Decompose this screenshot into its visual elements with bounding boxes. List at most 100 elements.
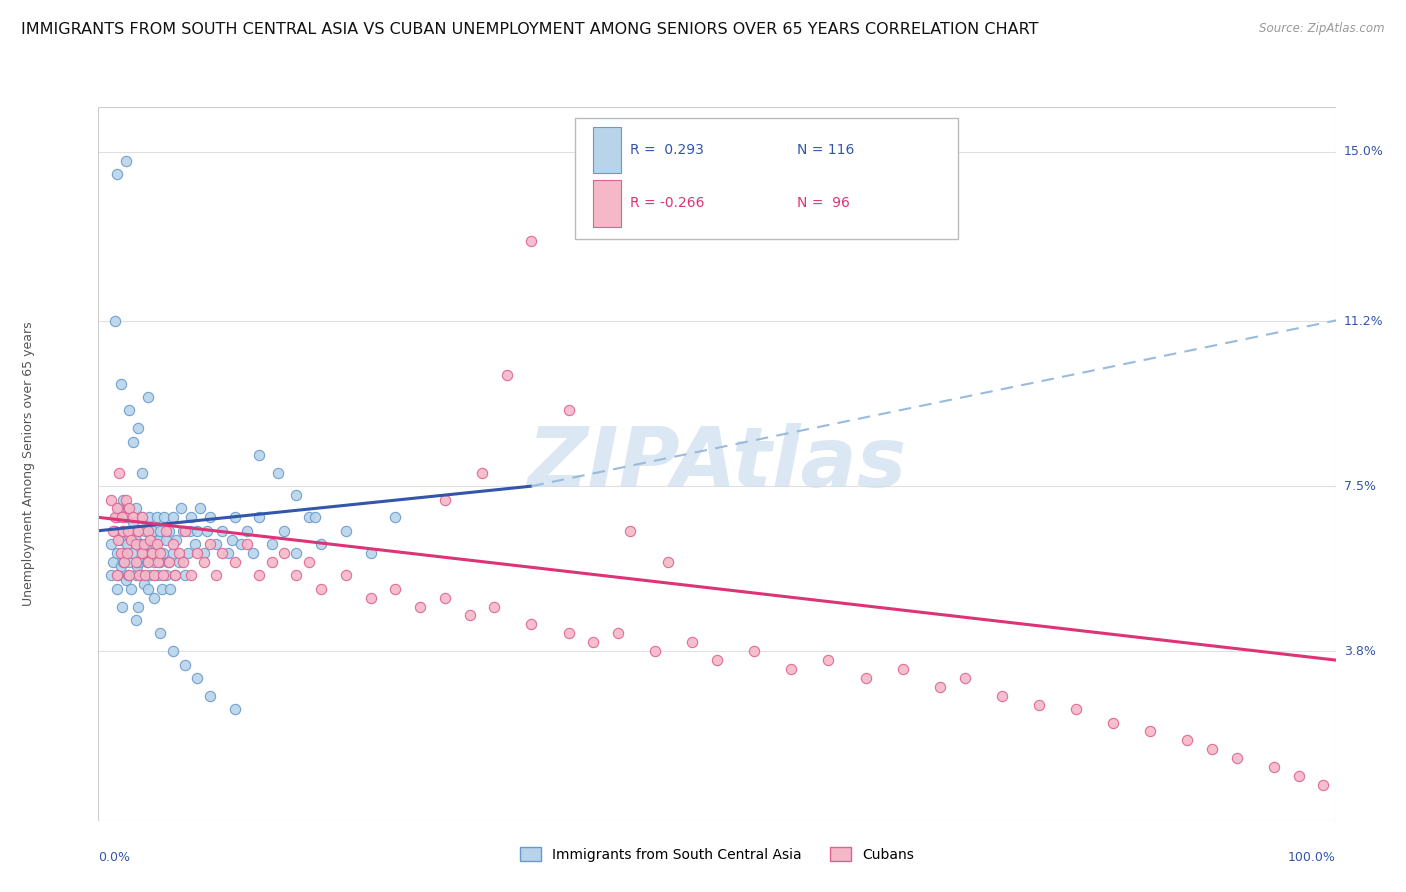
Point	[124, 568, 146, 582]
Text: N =  96: N = 96	[797, 196, 851, 211]
Point	[110, 376, 132, 391]
Point	[134, 568, 156, 582]
Point	[103, 524, 125, 538]
Point	[1028, 698, 1050, 712]
Point	[193, 546, 215, 560]
Point	[103, 510, 125, 524]
Point	[103, 314, 125, 328]
Point	[110, 559, 132, 574]
Text: ZIPAtlas: ZIPAtlas	[527, 424, 907, 504]
Point	[1139, 724, 1161, 739]
Point	[607, 626, 630, 640]
Point	[162, 510, 184, 524]
Point	[309, 537, 332, 551]
Point	[131, 546, 153, 560]
Point	[193, 555, 215, 569]
Point	[1201, 742, 1223, 756]
Point	[224, 510, 246, 524]
Point	[112, 555, 135, 569]
Point	[162, 537, 184, 551]
Point	[471, 466, 494, 480]
Point	[136, 555, 159, 569]
Point	[142, 524, 165, 538]
Point	[114, 492, 136, 507]
Point	[125, 559, 148, 574]
Point	[149, 555, 172, 569]
Point	[108, 466, 131, 480]
Point	[100, 492, 122, 507]
Point	[111, 599, 134, 614]
Point	[135, 555, 157, 569]
Point	[157, 524, 180, 538]
Point	[107, 568, 129, 582]
Point	[409, 599, 432, 614]
FancyBboxPatch shape	[593, 127, 620, 173]
Point	[198, 537, 221, 551]
Point	[657, 555, 679, 569]
Point	[167, 546, 190, 560]
Point	[100, 568, 122, 582]
Point	[136, 537, 159, 551]
Point	[1175, 733, 1198, 747]
Point	[145, 537, 167, 551]
Point	[136, 390, 159, 404]
Point	[134, 524, 156, 538]
Point	[830, 198, 852, 212]
Point	[260, 537, 283, 551]
Point	[285, 546, 308, 560]
Point	[247, 510, 270, 524]
Point	[224, 702, 246, 716]
Point	[1102, 715, 1125, 730]
Point	[162, 546, 184, 560]
Point	[143, 568, 166, 582]
Point	[152, 546, 174, 560]
Text: Source: ZipAtlas.com: Source: ZipAtlas.com	[1260, 22, 1385, 36]
Point	[131, 510, 153, 524]
Point	[114, 153, 136, 168]
Point	[236, 524, 259, 538]
Point	[184, 537, 207, 551]
Point	[953, 671, 976, 685]
Point	[134, 537, 156, 551]
Point	[149, 546, 172, 560]
Point	[143, 555, 166, 569]
Point	[176, 546, 198, 560]
Text: 100.0%: 100.0%	[1288, 851, 1336, 864]
Point	[103, 555, 125, 569]
Point	[155, 568, 177, 582]
Point	[817, 653, 839, 667]
Point	[205, 537, 228, 551]
Point	[990, 689, 1012, 703]
Point	[136, 582, 159, 596]
Point	[149, 524, 172, 538]
Point	[260, 555, 283, 569]
Point	[105, 167, 128, 181]
Point	[131, 510, 153, 524]
Point	[458, 608, 481, 623]
Point	[188, 501, 211, 516]
Point	[384, 582, 406, 596]
Point	[111, 510, 134, 524]
Point	[211, 524, 233, 538]
Text: N = 116: N = 116	[797, 143, 855, 157]
Point	[433, 591, 456, 605]
Point	[127, 524, 149, 538]
Point	[180, 510, 202, 524]
Point	[124, 555, 146, 569]
Point	[495, 368, 517, 382]
Point	[186, 671, 208, 685]
Point	[855, 671, 877, 685]
Point	[681, 635, 703, 649]
Point	[928, 680, 950, 694]
Text: 7.5%: 7.5%	[1344, 480, 1376, 492]
Point	[156, 555, 179, 569]
Point	[118, 568, 141, 582]
Point	[112, 492, 135, 507]
Point	[131, 466, 153, 480]
Point	[105, 568, 128, 582]
Point	[557, 403, 579, 417]
Point	[120, 533, 142, 547]
Point	[273, 524, 295, 538]
Point	[141, 546, 163, 560]
Point	[141, 546, 163, 560]
